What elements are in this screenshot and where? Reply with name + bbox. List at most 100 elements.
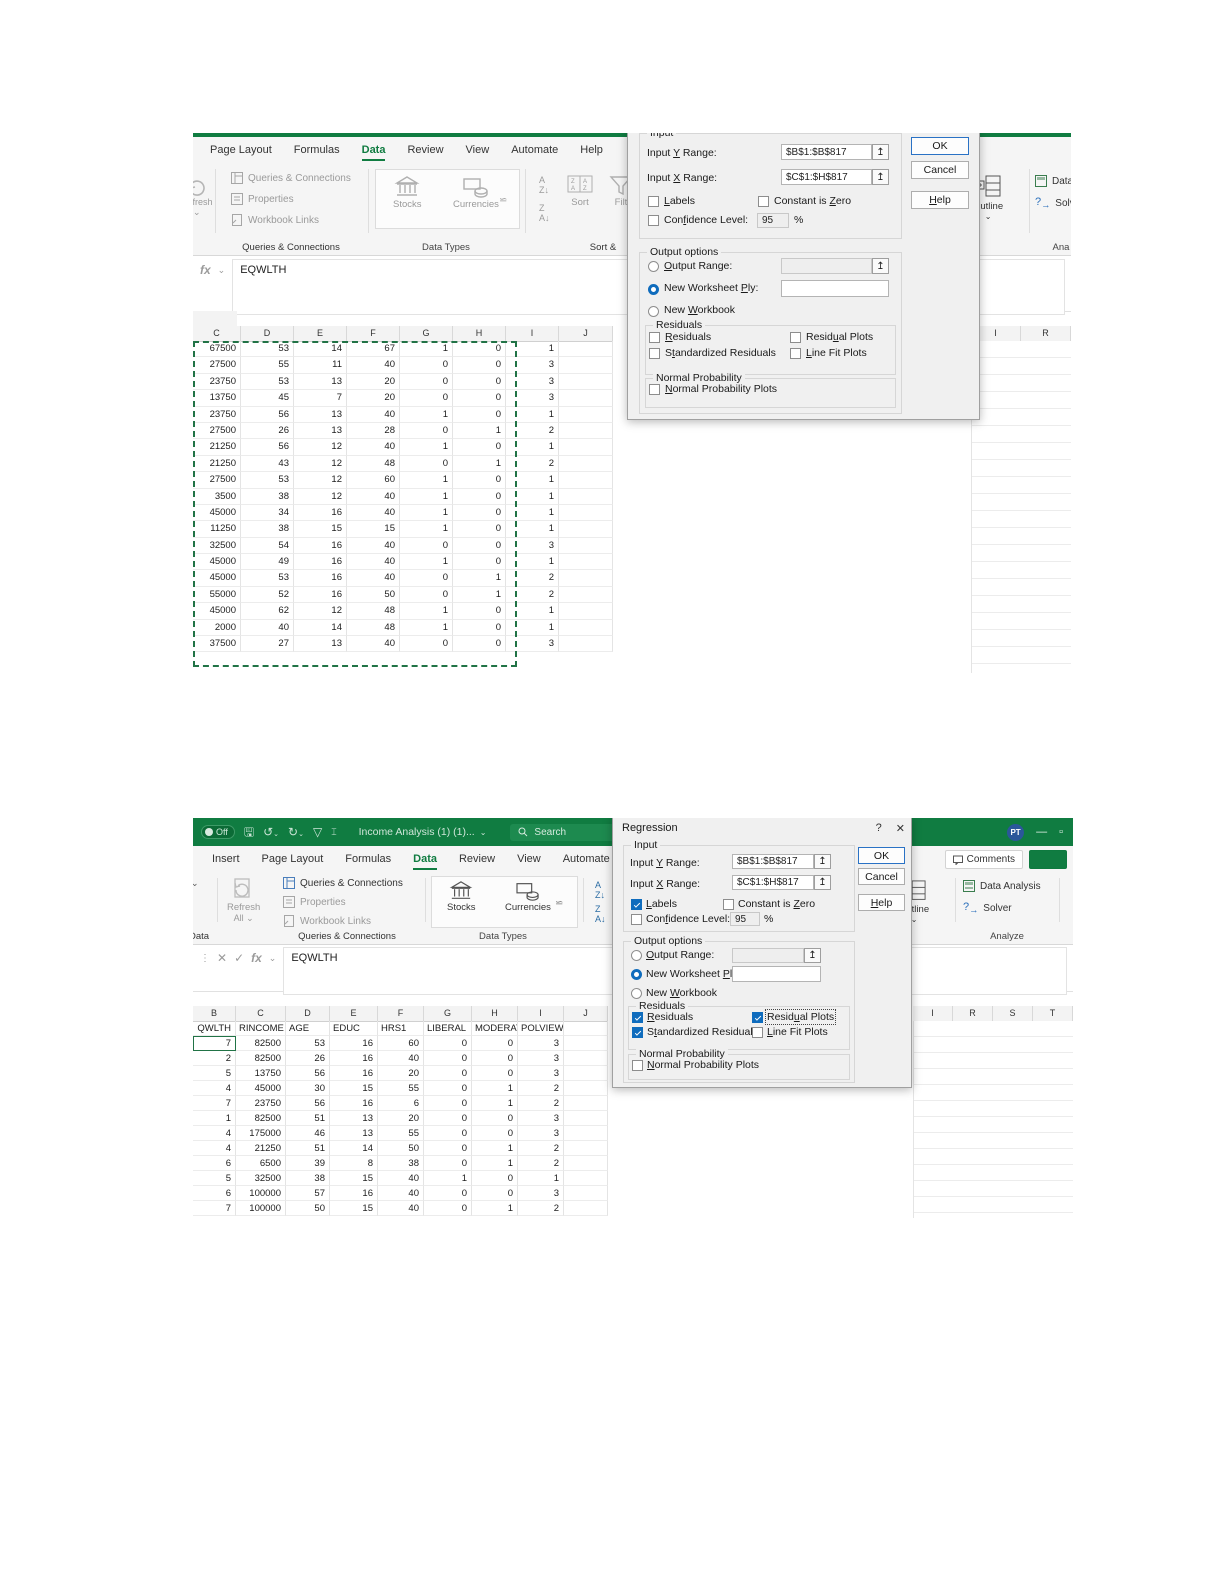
solver-button-b[interactable]: ?→ Solver bbox=[963, 901, 1012, 915]
table-row[interactable]: 45000 34 16 40 1 0 1 bbox=[193, 504, 613, 522]
grid-cell[interactable]: 3 bbox=[518, 1066, 564, 1081]
input-x-collapse-button-bottom[interactable]: ↥ bbox=[814, 875, 831, 890]
grid-cell[interactable]: 100000 bbox=[236, 1186, 286, 1201]
grid-cell[interactable]: 16 bbox=[294, 537, 347, 555]
datatypes-expand-button[interactable]: ⋍ bbox=[499, 195, 508, 206]
line-fit-plots-checkbox-top[interactable] bbox=[790, 348, 801, 359]
grid-cell[interactable]: 1 bbox=[506, 488, 559, 505]
grid-cell[interactable]: 21250 bbox=[193, 455, 241, 473]
column-header-F[interactable]: F bbox=[347, 326, 400, 341]
grid-cell[interactable]: 0 bbox=[400, 636, 453, 653]
grid-cell[interactable]: 1 bbox=[400, 472, 453, 489]
new-workbook-radio-bottom[interactable] bbox=[631, 988, 642, 999]
properties-button[interactable]: Properties bbox=[231, 193, 294, 205]
confidence-field-top[interactable]: 95 bbox=[757, 213, 789, 228]
standardized-residuals-checkbox-bottom[interactable] bbox=[632, 1027, 643, 1038]
grid-cell[interactable]: 1 bbox=[472, 1156, 518, 1171]
grid-cell[interactable] bbox=[564, 1156, 608, 1171]
grid-cell[interactable]: 14 bbox=[294, 619, 347, 637]
grid-cell[interactable]: 0 bbox=[453, 521, 506, 538]
grid-cell[interactable]: 27500 bbox=[193, 357, 241, 374]
grid-cell[interactable]: 1 bbox=[506, 472, 559, 489]
output-range-collapse-button-bottom[interactable]: ↥ bbox=[804, 948, 821, 963]
grid-cell[interactable]: 82500 bbox=[236, 1051, 286, 1066]
grid-cell[interactable]: 67 bbox=[347, 341, 400, 358]
cancel-button-top[interactable]: Cancel bbox=[911, 161, 969, 179]
regression-dialog-top[interactable]: Input Input Y Range: $B$1:$B$817 ↥ Input… bbox=[627, 133, 980, 420]
grid-cell[interactable]: 175000 bbox=[236, 1126, 286, 1141]
grid-cell[interactable]: 1 bbox=[400, 488, 453, 505]
grid-cell[interactable]: 40 bbox=[378, 1201, 424, 1216]
grid-cell[interactable]: 45000 bbox=[193, 504, 241, 522]
labels-checkbox-top[interactable] bbox=[648, 196, 659, 207]
grid-cell[interactable]: 0 bbox=[424, 1111, 472, 1126]
grid-cell[interactable]: 39 bbox=[286, 1156, 330, 1171]
column-header-I[interactable]: I bbox=[971, 326, 1021, 341]
grid-cell[interactable]: 3 bbox=[506, 357, 559, 374]
grid-cell[interactable]: 1 bbox=[400, 554, 453, 571]
grid-cell[interactable]: 48 bbox=[347, 603, 400, 620]
new-worksheet-radio-top[interactable] bbox=[648, 284, 659, 295]
grid-cell[interactable]: 23750 bbox=[193, 373, 241, 391]
grid-cell[interactable]: 0 bbox=[400, 586, 453, 604]
grid-cell[interactable] bbox=[559, 406, 613, 423]
table-row[interactable]: 7 100000 50 15 40 0 1 2 bbox=[193, 1201, 608, 1216]
grid-cell[interactable]: 1 bbox=[193, 1111, 236, 1126]
grid-cell[interactable]: RINCOME bbox=[236, 1021, 286, 1036]
grid-cell[interactable]: 3 bbox=[518, 1051, 564, 1066]
grid-cell[interactable]: 13 bbox=[330, 1126, 378, 1141]
grid-cell[interactable]: EDUC bbox=[330, 1021, 378, 1036]
grid-cell[interactable]: 0 bbox=[472, 1171, 518, 1186]
grid-cell[interactable]: 38 bbox=[241, 488, 294, 505]
grid-cell[interactable]: POLVIEWS3 bbox=[518, 1021, 564, 1036]
outline-chevron-icon-b[interactable]: ⌄ bbox=[910, 915, 918, 924]
grid-cell[interactable]: 54 bbox=[241, 537, 294, 555]
grid-cell[interactable]: 40 bbox=[378, 1186, 424, 1201]
grid-cell[interactable]: 0 bbox=[453, 537, 506, 555]
grid-cell[interactable]: 53 bbox=[241, 373, 294, 391]
grid-cell[interactable]: 3 bbox=[506, 636, 559, 653]
grid-cell[interactable]: 2 bbox=[518, 1156, 564, 1171]
grid-cell[interactable]: 40 bbox=[347, 570, 400, 587]
grid-cell[interactable]: 12 bbox=[294, 455, 347, 473]
datatypes-expand-button-b[interactable]: ⋍ bbox=[555, 898, 564, 909]
queries-connections-button[interactable]: Queries & Connections bbox=[231, 172, 351, 184]
share-button[interactable] bbox=[1029, 850, 1067, 869]
grid-cell[interactable]: 14 bbox=[330, 1141, 378, 1156]
table-row[interactable]: 27500 53 12 60 1 0 1 bbox=[193, 472, 613, 489]
grid-cell[interactable]: 0 bbox=[453, 373, 506, 391]
grid-cell[interactable]: 38 bbox=[286, 1171, 330, 1186]
grid-cell[interactable]: 1 bbox=[400, 521, 453, 538]
input-y-field-bottom[interactable]: $B$1:$B$817 bbox=[732, 854, 814, 869]
data-analysis-button-b[interactable]: Data Analysis bbox=[963, 880, 1041, 892]
grid-cell[interactable]: 6 bbox=[193, 1156, 236, 1171]
grid-cell[interactable]: 5 bbox=[193, 1171, 236, 1186]
grid-cell[interactable]: 11250 bbox=[193, 521, 241, 538]
column-header-E[interactable]: E bbox=[294, 326, 347, 341]
comments-button[interactable]: Comments bbox=[944, 850, 1023, 869]
grid-cell[interactable]: 2 bbox=[193, 1051, 236, 1066]
grid-cell[interactable] bbox=[564, 1081, 608, 1096]
sort-az-button[interactable]: A Z↓ bbox=[539, 175, 549, 195]
sort-za-button-b[interactable]: Z A↓ bbox=[595, 904, 606, 924]
residuals-checkbox-top[interactable] bbox=[649, 332, 660, 343]
help-icon[interactable]: ? bbox=[875, 822, 882, 834]
grid-cell[interactable]: 0 bbox=[424, 1081, 472, 1096]
grid-cell[interactable]: 62 bbox=[241, 603, 294, 620]
tab-help[interactable]: Help bbox=[580, 144, 603, 156]
grid-cell[interactable] bbox=[564, 1126, 608, 1141]
grid-cell[interactable]: 16 bbox=[330, 1186, 378, 1201]
grid-cell[interactable]: 30 bbox=[286, 1081, 330, 1096]
grid-cell[interactable]: 16 bbox=[294, 570, 347, 587]
table-row[interactable]: QWLTH RINCOME AGE EDUC HRS1 LIBERAL MODERAT POL… bbox=[193, 1021, 608, 1036]
normal-probability-plots-checkbox-top[interactable] bbox=[649, 384, 660, 395]
tab-formulas-b[interactable]: Formulas bbox=[345, 853, 392, 865]
grid-cell[interactable]: 0 bbox=[400, 357, 453, 374]
grid-cell[interactable]: 0 bbox=[424, 1066, 472, 1081]
grid-cell[interactable]: 16 bbox=[294, 554, 347, 571]
grid-cell[interactable]: 14 bbox=[294, 341, 347, 358]
grid-cell[interactable]: 13750 bbox=[193, 390, 241, 407]
tab-review[interactable]: Review bbox=[407, 144, 444, 156]
